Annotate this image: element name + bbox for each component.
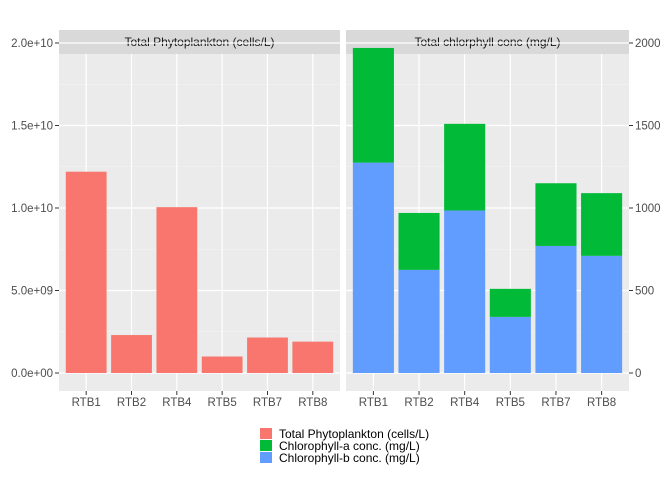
y-tick-label: 0 (635, 368, 641, 380)
bar-rtb5-chlorophyll-a (489, 288, 531, 317)
facet-strip (59, 30, 340, 54)
y-tick-label: 1000 (635, 203, 661, 215)
y-tick-label: 1.0e+10 (11, 203, 53, 215)
bar-rtb7-chlorophyll-b (535, 245, 577, 373)
x-tick-label: RTB2 (404, 397, 433, 409)
facet-title: Total Phytoplankton (cells/L) (124, 35, 274, 49)
bar-rtb4-chlorophyll-a (444, 123, 486, 211)
bar-rtb8-chlorophyll-a (581, 193, 623, 256)
facet-title: Total chlorphyll conc (mg/L) (414, 35, 560, 49)
legend: Total Phytoplankton (cells/L)Chlorophyll… (260, 427, 429, 465)
x-tick-label: RTB8 (587, 397, 616, 409)
legend-key (260, 428, 272, 439)
x-tick-label: RTB2 (117, 397, 146, 409)
facet-panel-1: Total Phytoplankton (cells/L) RTB1 RTB2 RTB… (11, 30, 340, 409)
y-tick-label: 5.0e+09 (11, 286, 53, 298)
legend-label: Total Phytoplankton (cells/L) (279, 427, 429, 441)
bar-rtb1-chlorophyll-b (352, 162, 394, 373)
facet-panel-2: Total chlorphyll conc (mg/L) RTB1 RTB2 RTB4… (346, 30, 661, 409)
bar-rtb7-total (247, 337, 288, 373)
x-tick-label: RTB4 (450, 397, 480, 409)
x-tick-label: RTB7 (253, 397, 282, 409)
x-tick-label: RTB1 (359, 397, 388, 409)
x-tick-label: RTB4 (162, 397, 192, 409)
bar-rtb5-chlorophyll-b (489, 316, 531, 373)
legend-label: Chlorophyll-b conc. (mg/L) (279, 451, 420, 465)
bar-rtb5-total (201, 356, 243, 373)
x-tick-label: RTB5 (496, 397, 525, 409)
y-tick-label: 1.5e+10 (11, 121, 53, 133)
bar-rtb1-chlorophyll-a (352, 47, 394, 163)
x-tick-label: RTB7 (541, 397, 570, 409)
legend-key (260, 440, 272, 451)
bar-rtb8-total (292, 341, 334, 373)
y-tick-label: 500 (635, 286, 654, 298)
bar-rtb8-chlorophyll-b (581, 255, 623, 373)
bar-rtb4-chlorophyll-b (444, 210, 486, 373)
y-tick-label: 0.0e+00 (11, 368, 53, 380)
y-tick-label: 1500 (635, 121, 661, 133)
bar-rtb1-total (65, 171, 107, 373)
bar-rtb2-chlorophyll-a (398, 212, 440, 270)
x-tick-label: RTB8 (298, 397, 327, 409)
bar-rtb4-total (156, 207, 198, 373)
legend-label: Chlorophyll-a conc. (mg/L) (279, 439, 420, 453)
bar-rtb2-total (111, 335, 152, 373)
x-tick-label: RTB1 (72, 397, 101, 409)
y-tick-label: 2000 (635, 38, 661, 50)
bar-rtb2-chlorophyll-b (398, 269, 440, 373)
bar-rtb7-chlorophyll-a (535, 183, 577, 246)
x-tick-label: RTB5 (208, 397, 237, 409)
y-tick-label: 2.0e+10 (11, 38, 53, 50)
legend-key (260, 452, 272, 463)
